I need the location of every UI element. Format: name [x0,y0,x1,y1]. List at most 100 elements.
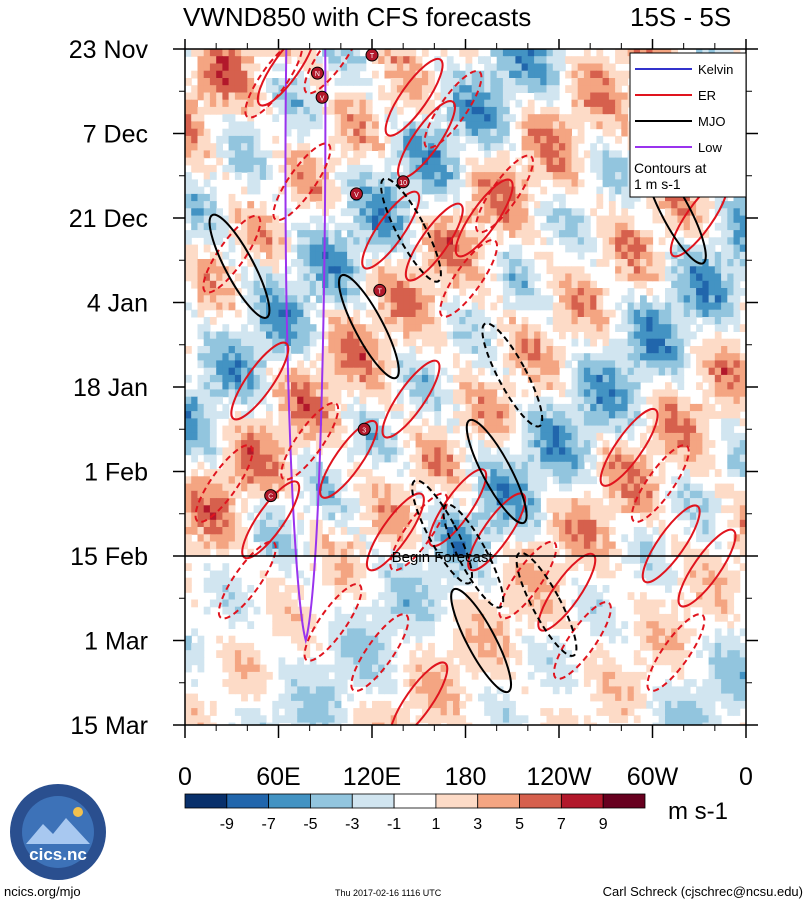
heatmap-cell [209,367,217,376]
heatmap-cell [353,440,361,448]
heatmap-cell [328,201,336,209]
heatmap-cell [191,244,198,253]
heatmap-cell [446,172,454,180]
heatmap-cell [291,483,298,492]
heatmap-cell [303,179,311,188]
heatmap-cell [665,360,672,369]
heatmap-cell [546,208,554,217]
heatmap-cell [671,280,678,289]
heatmap-cell [683,396,691,405]
heatmap-cell [334,244,342,253]
heatmap-cell [415,367,423,376]
heatmap-cell [403,237,410,246]
heatmap-cell [633,331,641,340]
heatmap-cell [259,389,267,398]
heatmap-cell [278,411,286,419]
heatmap-cell [577,353,585,361]
heatmap-cell [527,353,535,361]
heatmap-cell [621,309,629,318]
heatmap-cell [185,541,192,550]
heatmap-cell [671,541,678,550]
heatmap-cell [471,237,479,246]
heatmap-cell [521,556,529,564]
heatmap-cell [546,106,554,115]
heatmap-cell [322,353,329,361]
heatmap-cell [340,563,348,571]
heatmap-cell [278,534,286,543]
heatmap-cell [527,374,535,383]
heatmap-cell [627,382,635,390]
heatmap-cell [303,288,311,296]
heatmap-cell [596,382,604,390]
heatmap-cell [696,411,703,419]
heatmap-cell [739,230,746,238]
heatmap-cell [552,157,560,166]
heatmap-cell [515,280,523,289]
heatmap-cell [696,273,703,282]
heatmap-cell [559,230,566,238]
heatmap-cell [353,382,361,390]
heatmap-cell [465,382,473,390]
heatmap-cell [428,230,435,238]
heatmap-cell [297,396,304,405]
heatmap-cell [434,548,442,557]
heatmap-cell [409,78,417,86]
heatmap-cell [577,367,585,376]
heatmap-cell [478,541,485,550]
heatmap-cell [696,425,703,434]
heatmap-cell [515,56,523,64]
heatmap-cell [303,237,311,246]
heatmap-cell [315,193,323,202]
heatmap-cell [527,367,535,376]
heatmap-cell [266,230,273,238]
heatmap-cell [403,259,410,267]
heatmap-cell [652,338,660,347]
heatmap-cell [453,106,460,115]
heatmap-cell [534,527,541,535]
heatmap-cell [608,476,616,485]
heatmap-cell [571,295,579,304]
heatmap-cell [272,309,280,318]
heatmap-cell [621,367,629,376]
heatmap-cell [727,432,735,441]
heatmap-cell [490,49,498,57]
heatmap-cell [478,92,485,101]
heatmap-cell [521,440,529,448]
heatmap-cell [615,411,622,419]
heatmap-cell [571,114,579,122]
heatmap-cell [565,208,572,217]
heatmap-cell [291,411,298,419]
heatmap-cell [696,360,703,369]
heatmap-cell [689,519,697,528]
heatmap-cell [222,519,230,528]
heatmap-cell [241,70,248,79]
heatmap-cell [708,490,716,499]
heatmap-cell [203,505,211,514]
heatmap-cell [546,172,554,180]
heatmap-cell [297,143,304,151]
heatmap-cell [534,302,541,311]
heatmap-cell [353,135,361,144]
heatmap-cell [340,295,348,304]
heatmap-cell [353,251,361,260]
heatmap-cell [546,338,554,347]
heatmap-cell [228,150,236,159]
heatmap-cell [496,237,504,246]
heatmap-cell [471,135,479,144]
heatmap-cell [521,164,529,173]
heatmap-cell [471,49,479,57]
heatmap-cell [222,92,230,101]
heatmap-cell [247,215,255,224]
heatmap-cell [540,461,548,470]
heatmap-cell [390,208,398,217]
heatmap-cell [552,360,560,369]
heatmap-cell [216,56,223,64]
heatmap-cell [658,425,666,434]
heatmap-cell [428,505,435,514]
heatmap-cell [484,476,491,485]
heatmap-cell [372,324,379,332]
heatmap-cell [328,164,336,173]
heatmap-cell [521,461,529,470]
heatmap-cell [185,208,192,217]
heatmap-cell [496,512,504,521]
